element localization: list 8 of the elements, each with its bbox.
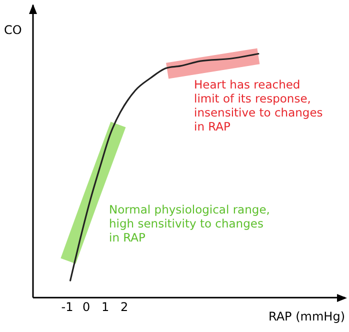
x-tick-label: 0 (82, 300, 90, 314)
x-tick-label: 1 (101, 300, 110, 314)
x-tick-label: 2 (120, 300, 128, 314)
annotation: Heart has reached limit of its response, insensitive to changes in RAP (194, 78, 323, 134)
x-tick-label: -1 (61, 300, 74, 314)
x-axis-title: RAP (mmHg) (268, 310, 345, 324)
y-axis-title: CO (4, 23, 22, 38)
annotation: Normal physiological range, high sensitivity to changes in RAP (109, 202, 270, 245)
